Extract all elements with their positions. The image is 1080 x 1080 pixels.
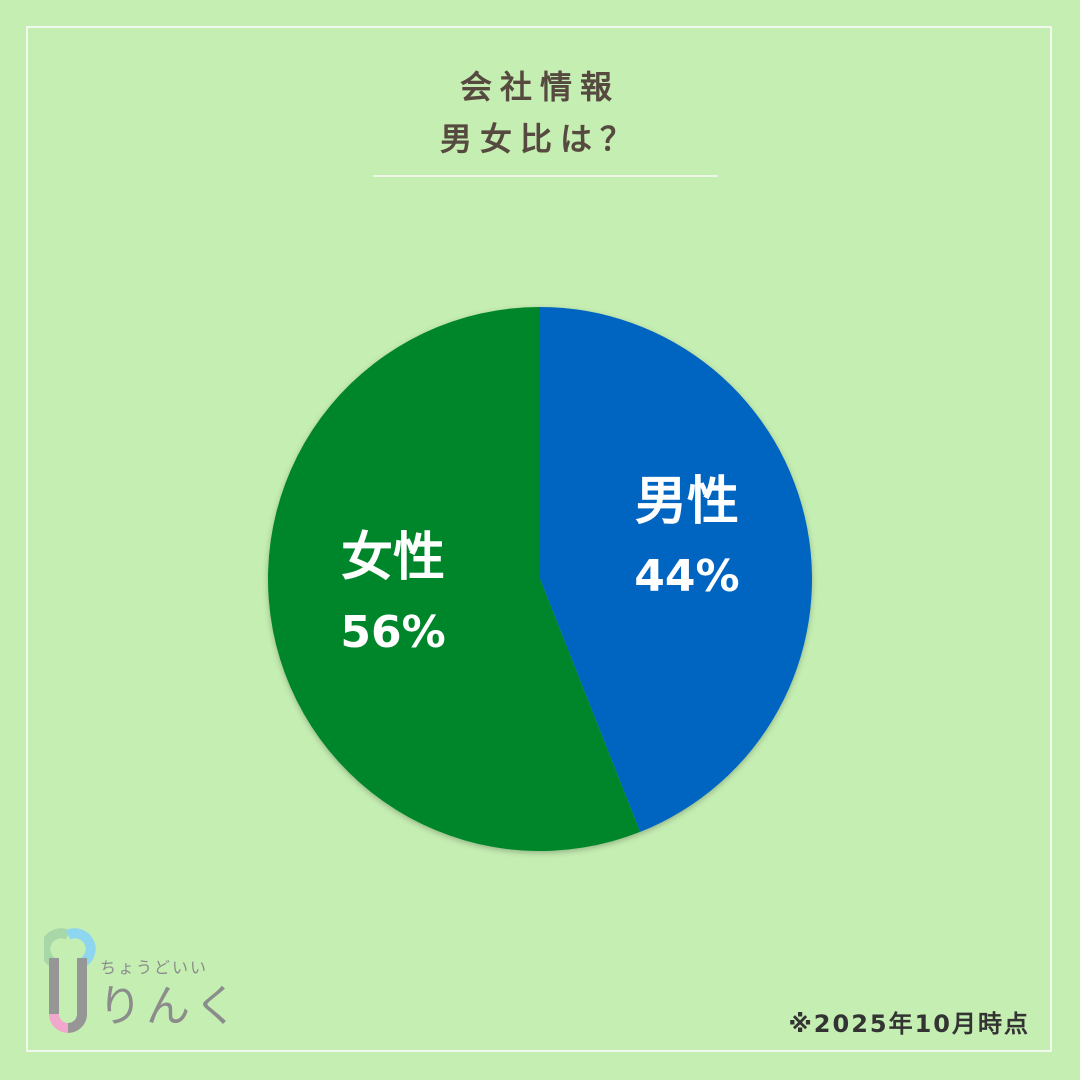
date-note: ※2025年10月時点	[788, 1010, 1030, 1038]
pie-slice-1	[540, 307, 813, 832]
slice-value-1: 44%	[634, 551, 739, 602]
slice-value-2: 56%	[340, 607, 445, 658]
logo-mark-icon	[40, 928, 96, 1033]
logo	[40, 928, 224, 1038]
slice-label-1: 男性	[635, 472, 739, 532]
logo-name: りんく	[98, 981, 242, 1032]
logo-tagline: ちょうどいい	[100, 958, 209, 977]
page-subtitle: 男女比は？	[439, 120, 640, 158]
page-title: 会社情報	[459, 68, 620, 106]
slice-label-2: 女性	[341, 528, 445, 588]
border-frame	[26, 26, 1052, 1052]
pie-slice-2	[268, 307, 641, 851]
title-divider	[373, 175, 718, 177]
